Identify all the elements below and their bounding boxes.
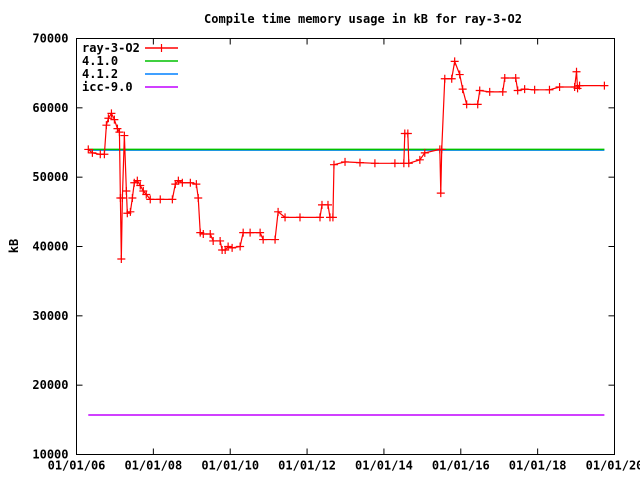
data-point bbox=[458, 85, 467, 94]
data-point bbox=[178, 178, 187, 187]
data-point bbox=[246, 228, 255, 237]
data-point bbox=[224, 242, 233, 251]
data-point bbox=[530, 85, 539, 94]
y-tick-label: 20000 bbox=[32, 378, 68, 392]
x-tick-label: 01/01/06 bbox=[48, 459, 106, 473]
data-point bbox=[209, 236, 218, 245]
data-point bbox=[485, 87, 494, 96]
data-point bbox=[329, 160, 338, 169]
y-axis-label: kB bbox=[7, 239, 21, 253]
data-point bbox=[118, 193, 127, 202]
data-point bbox=[102, 121, 111, 130]
y-tick-label: 40000 bbox=[32, 240, 68, 254]
data-point bbox=[455, 70, 464, 79]
data-point bbox=[107, 109, 116, 118]
data-point bbox=[462, 100, 471, 109]
x-tick-label: 01/01/10 bbox=[201, 459, 259, 473]
data-point bbox=[315, 213, 324, 222]
x-tick-label: 01/01/14 bbox=[355, 459, 413, 473]
data-point bbox=[498, 87, 507, 96]
data-point bbox=[274, 207, 283, 216]
x-tick-label: 01/01/16 bbox=[432, 459, 490, 473]
y-tick-label: 30000 bbox=[32, 309, 68, 323]
data-point bbox=[120, 131, 129, 140]
data-point bbox=[126, 207, 135, 216]
data-point bbox=[437, 145, 446, 154]
data-point bbox=[271, 235, 280, 244]
data-point bbox=[555, 83, 564, 92]
data-point bbox=[390, 159, 399, 168]
data-point bbox=[146, 195, 155, 204]
data-point bbox=[100, 150, 109, 159]
x-tick-label: 01/01/18 bbox=[509, 459, 567, 473]
data-point bbox=[259, 235, 268, 244]
y-tick-label: 70000 bbox=[32, 32, 68, 46]
data-point bbox=[192, 180, 201, 189]
data-point bbox=[328, 213, 337, 222]
data-point bbox=[110, 115, 119, 124]
data-point bbox=[436, 189, 445, 198]
data-point bbox=[142, 190, 151, 199]
data-point bbox=[575, 81, 584, 90]
data-point bbox=[545, 85, 554, 94]
data-point bbox=[450, 57, 459, 66]
data-point bbox=[115, 128, 124, 137]
data-point bbox=[447, 74, 456, 83]
data-point bbox=[156, 195, 165, 204]
data-point bbox=[122, 187, 131, 196]
data-point bbox=[256, 228, 265, 237]
data-point bbox=[511, 74, 520, 83]
data-point bbox=[236, 242, 245, 251]
data-point bbox=[206, 230, 215, 239]
data-point bbox=[136, 181, 145, 190]
series-line-ray-3-O2 bbox=[87, 59, 605, 259]
data-point bbox=[370, 159, 379, 168]
data-point bbox=[355, 158, 364, 167]
data-point bbox=[128, 193, 137, 202]
data-point bbox=[113, 124, 122, 133]
data-point bbox=[520, 85, 529, 94]
data-point bbox=[500, 74, 509, 83]
y-tick-label: 50000 bbox=[32, 170, 68, 184]
data-point bbox=[415, 155, 424, 164]
x-tick-label: 01/01/08 bbox=[124, 459, 182, 473]
legend-label: icc-9.0 bbox=[82, 80, 133, 94]
data-point bbox=[513, 86, 522, 95]
legend-label: 4.1.2 bbox=[82, 67, 118, 81]
x-tick-label: 01/01/20 bbox=[586, 459, 640, 473]
data-point bbox=[84, 145, 93, 154]
x-tick-label: 01/01/12 bbox=[278, 459, 336, 473]
legend-label: 4.1.0 bbox=[82, 54, 118, 68]
data-point bbox=[295, 213, 304, 222]
data-point bbox=[199, 230, 208, 239]
data-point bbox=[403, 129, 412, 138]
data-point bbox=[475, 86, 484, 95]
data-point bbox=[133, 176, 142, 185]
legend-label: ray-3-O2 bbox=[82, 41, 140, 55]
data-point bbox=[194, 193, 203, 202]
data-point bbox=[228, 243, 237, 252]
data-point bbox=[186, 178, 195, 187]
data-point bbox=[239, 228, 248, 237]
data-point bbox=[323, 200, 332, 209]
data-point bbox=[404, 159, 413, 168]
y-tick-label: 10000 bbox=[32, 448, 68, 462]
data-point bbox=[168, 195, 177, 204]
data-point bbox=[473, 100, 482, 109]
data-point bbox=[572, 67, 581, 76]
data-point bbox=[281, 213, 290, 222]
data-point bbox=[117, 254, 126, 263]
data-point bbox=[420, 148, 429, 157]
data-point bbox=[600, 81, 609, 90]
data-point bbox=[104, 114, 113, 123]
plot-frame bbox=[76, 38, 615, 455]
data-point bbox=[216, 236, 225, 245]
chart-title: Compile time memory usage in kB for ray-… bbox=[204, 12, 522, 26]
data-point bbox=[88, 148, 97, 157]
data-point bbox=[440, 74, 449, 83]
data-point bbox=[341, 157, 350, 166]
y-tick-label: 60000 bbox=[32, 101, 68, 115]
